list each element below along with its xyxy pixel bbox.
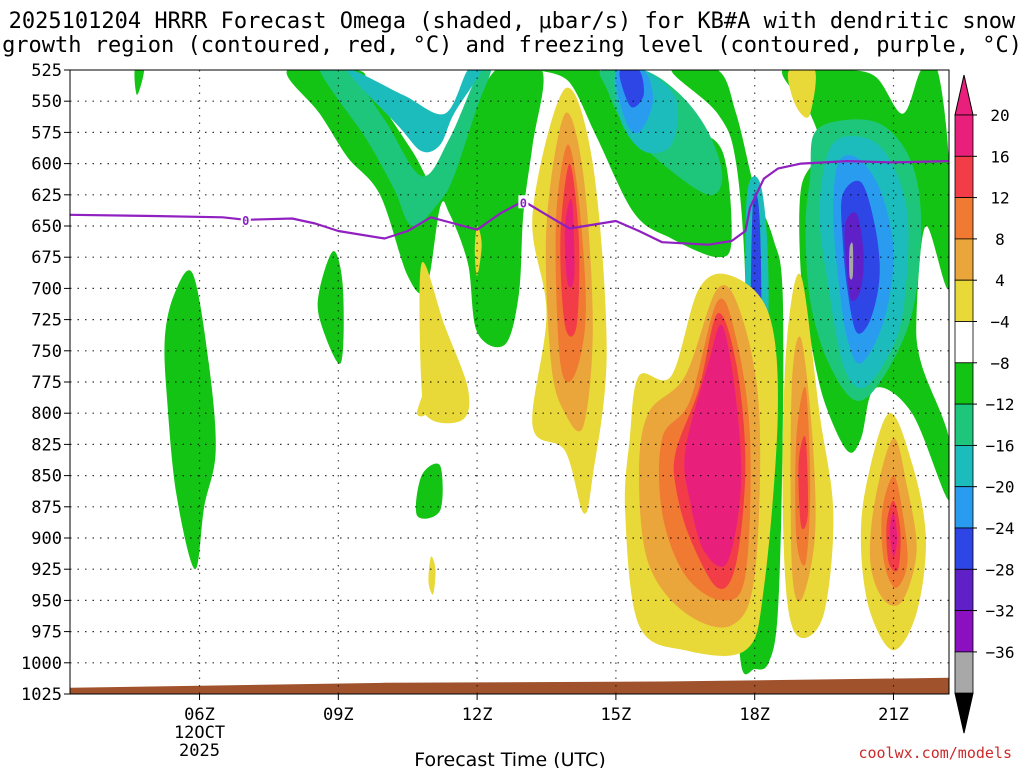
freezing-level-label-1: 0 [520,196,527,210]
x-tick-label-21Z: 21Z [878,705,909,725]
y-tick-label-900: 900 [31,529,62,549]
y-tick-label-950: 950 [31,591,62,611]
colorbar: 20 16 12 8 4 −4 −8 −12 −16 −20 −24 −28 −32 −36 [954,74,1015,734]
omega-region-12 [619,70,644,108]
omega-region-39 [798,436,809,530]
x-axis-label: Forecast Time (UTC) [414,749,605,768]
omega-region-0 [134,70,145,95]
y-tick-label-1000: 1000 [21,654,62,674]
colorbar-bottom-arrow [954,692,974,734]
omega-region-35 [787,70,816,118]
omega-region-21 [844,212,864,302]
omega-region-29 [428,556,436,595]
freezing-label-bg-0 [240,212,251,226]
colorbar-swatch-12 [954,610,974,653]
y-tick-label-925: 925 [31,560,62,580]
colorbar-label-12: −32 [986,602,1015,621]
omega-region-26 [564,199,575,288]
freezing-level-layer: 00 [70,160,949,246]
colorbar-swatch-2 [954,197,974,240]
colorbar-swatch-3 [954,238,974,281]
y-tick-label-850: 850 [31,467,62,487]
omega-region-27 [419,262,470,424]
colorbar-swatch-5 [954,321,974,364]
colorbar-label-8: −16 [986,436,1015,455]
y-tick-label-875: 875 [31,498,62,518]
x-tick-sublabel-0: 12OCT [174,723,225,743]
colorbar-swatch-8 [954,444,974,488]
omega-region-8 [541,70,732,258]
omega-region-28 [474,225,482,276]
credit-text: coolwx.com/models [858,744,1012,762]
omega-shading-layer [70,70,949,694]
y-tick-label-725: 725 [31,311,62,331]
y-tick-label-525: 525 [31,61,62,81]
y-tick-label-625: 625 [31,186,62,206]
colorbar-swatch-13 [954,651,974,694]
y-axis: 525 550 575 600 625 650 675 700 725 750 775 800 825 8… [21,61,70,705]
colorbar-swatch-1 [954,155,974,199]
omega-region-7 [347,70,482,153]
omega-region-34 [684,324,742,567]
plot-area: 00 [69,69,950,695]
omega-region-44 [889,512,898,557]
colorbar-label-9: −20 [986,478,1015,497]
colorbar-swatch-6 [954,362,974,405]
x-tick-label-12Z: 12Z [462,705,493,725]
colorbar-label-11: −28 [986,560,1015,579]
colorbar-swatch-0 [954,114,974,157]
x-tick-label-15Z: 15Z [601,705,632,725]
y-tick-label-650: 650 [31,217,62,237]
y-tick-label-575: 575 [31,123,62,143]
colorbar-swatch-10 [954,527,974,570]
y-tick-label-800: 800 [31,404,62,424]
freezing-level-line [70,160,949,246]
y-tick-label-825: 825 [31,435,62,455]
colorbar-label-7: −12 [986,395,1015,414]
colorbar-swatch-9 [954,486,974,529]
colorbar-label-3: 8 [995,230,1005,249]
colorbar-label-13: −36 [986,643,1015,662]
omega-region-6 [319,70,491,227]
omega-region-3 [415,463,443,519]
freezing-level-label-0: 0 [242,214,249,228]
y-tick-label-1025: 1025 [21,685,62,705]
x-tick-label-09Z: 09Z [323,705,354,725]
colorbar-label-2: 12 [990,189,1009,208]
colorbar-swatch-4 [954,279,974,322]
y-tick-label-550: 550 [31,92,62,112]
x-tick-label-18Z: 18Z [739,705,770,725]
colorbar-label-1: 16 [990,147,1009,166]
y-tick-label-675: 675 [31,248,62,268]
ground-surface [70,677,949,694]
y-tick-label-750: 750 [31,342,62,362]
y-tick-label-775: 775 [31,373,62,393]
chart-title-line2: growth region (contoured, red, °C) and f… [2,33,1022,58]
omega-region-2 [317,251,344,364]
freezing-label-bg-1 [518,195,529,209]
omega-region-1 [164,270,216,570]
y-tick-label-975: 975 [31,623,62,643]
y-tick-label-600: 600 [31,155,62,175]
colorbar-label-4: 4 [995,271,1005,290]
x-tick-sublabel-1: 2025 [179,741,220,761]
x-tick-label-06Z: 06Z [184,705,215,725]
y-tick-label-700: 700 [31,279,62,299]
colorbar-swatch-7 [954,403,974,446]
omega-region-45 [849,242,854,280]
colorbar-swatch-11 [954,568,974,611]
colorbar-top-arrow [954,74,974,116]
colorbar-label-0: 20 [990,106,1009,125]
colorbar-label-6: −8 [990,354,1009,373]
colorbar-label-10: −24 [986,519,1015,538]
colorbar-label-5: −4 [990,313,1009,332]
chart-title-line1: 2025101204 HRRR Forecast Omega (shaded, … [9,9,1016,34]
